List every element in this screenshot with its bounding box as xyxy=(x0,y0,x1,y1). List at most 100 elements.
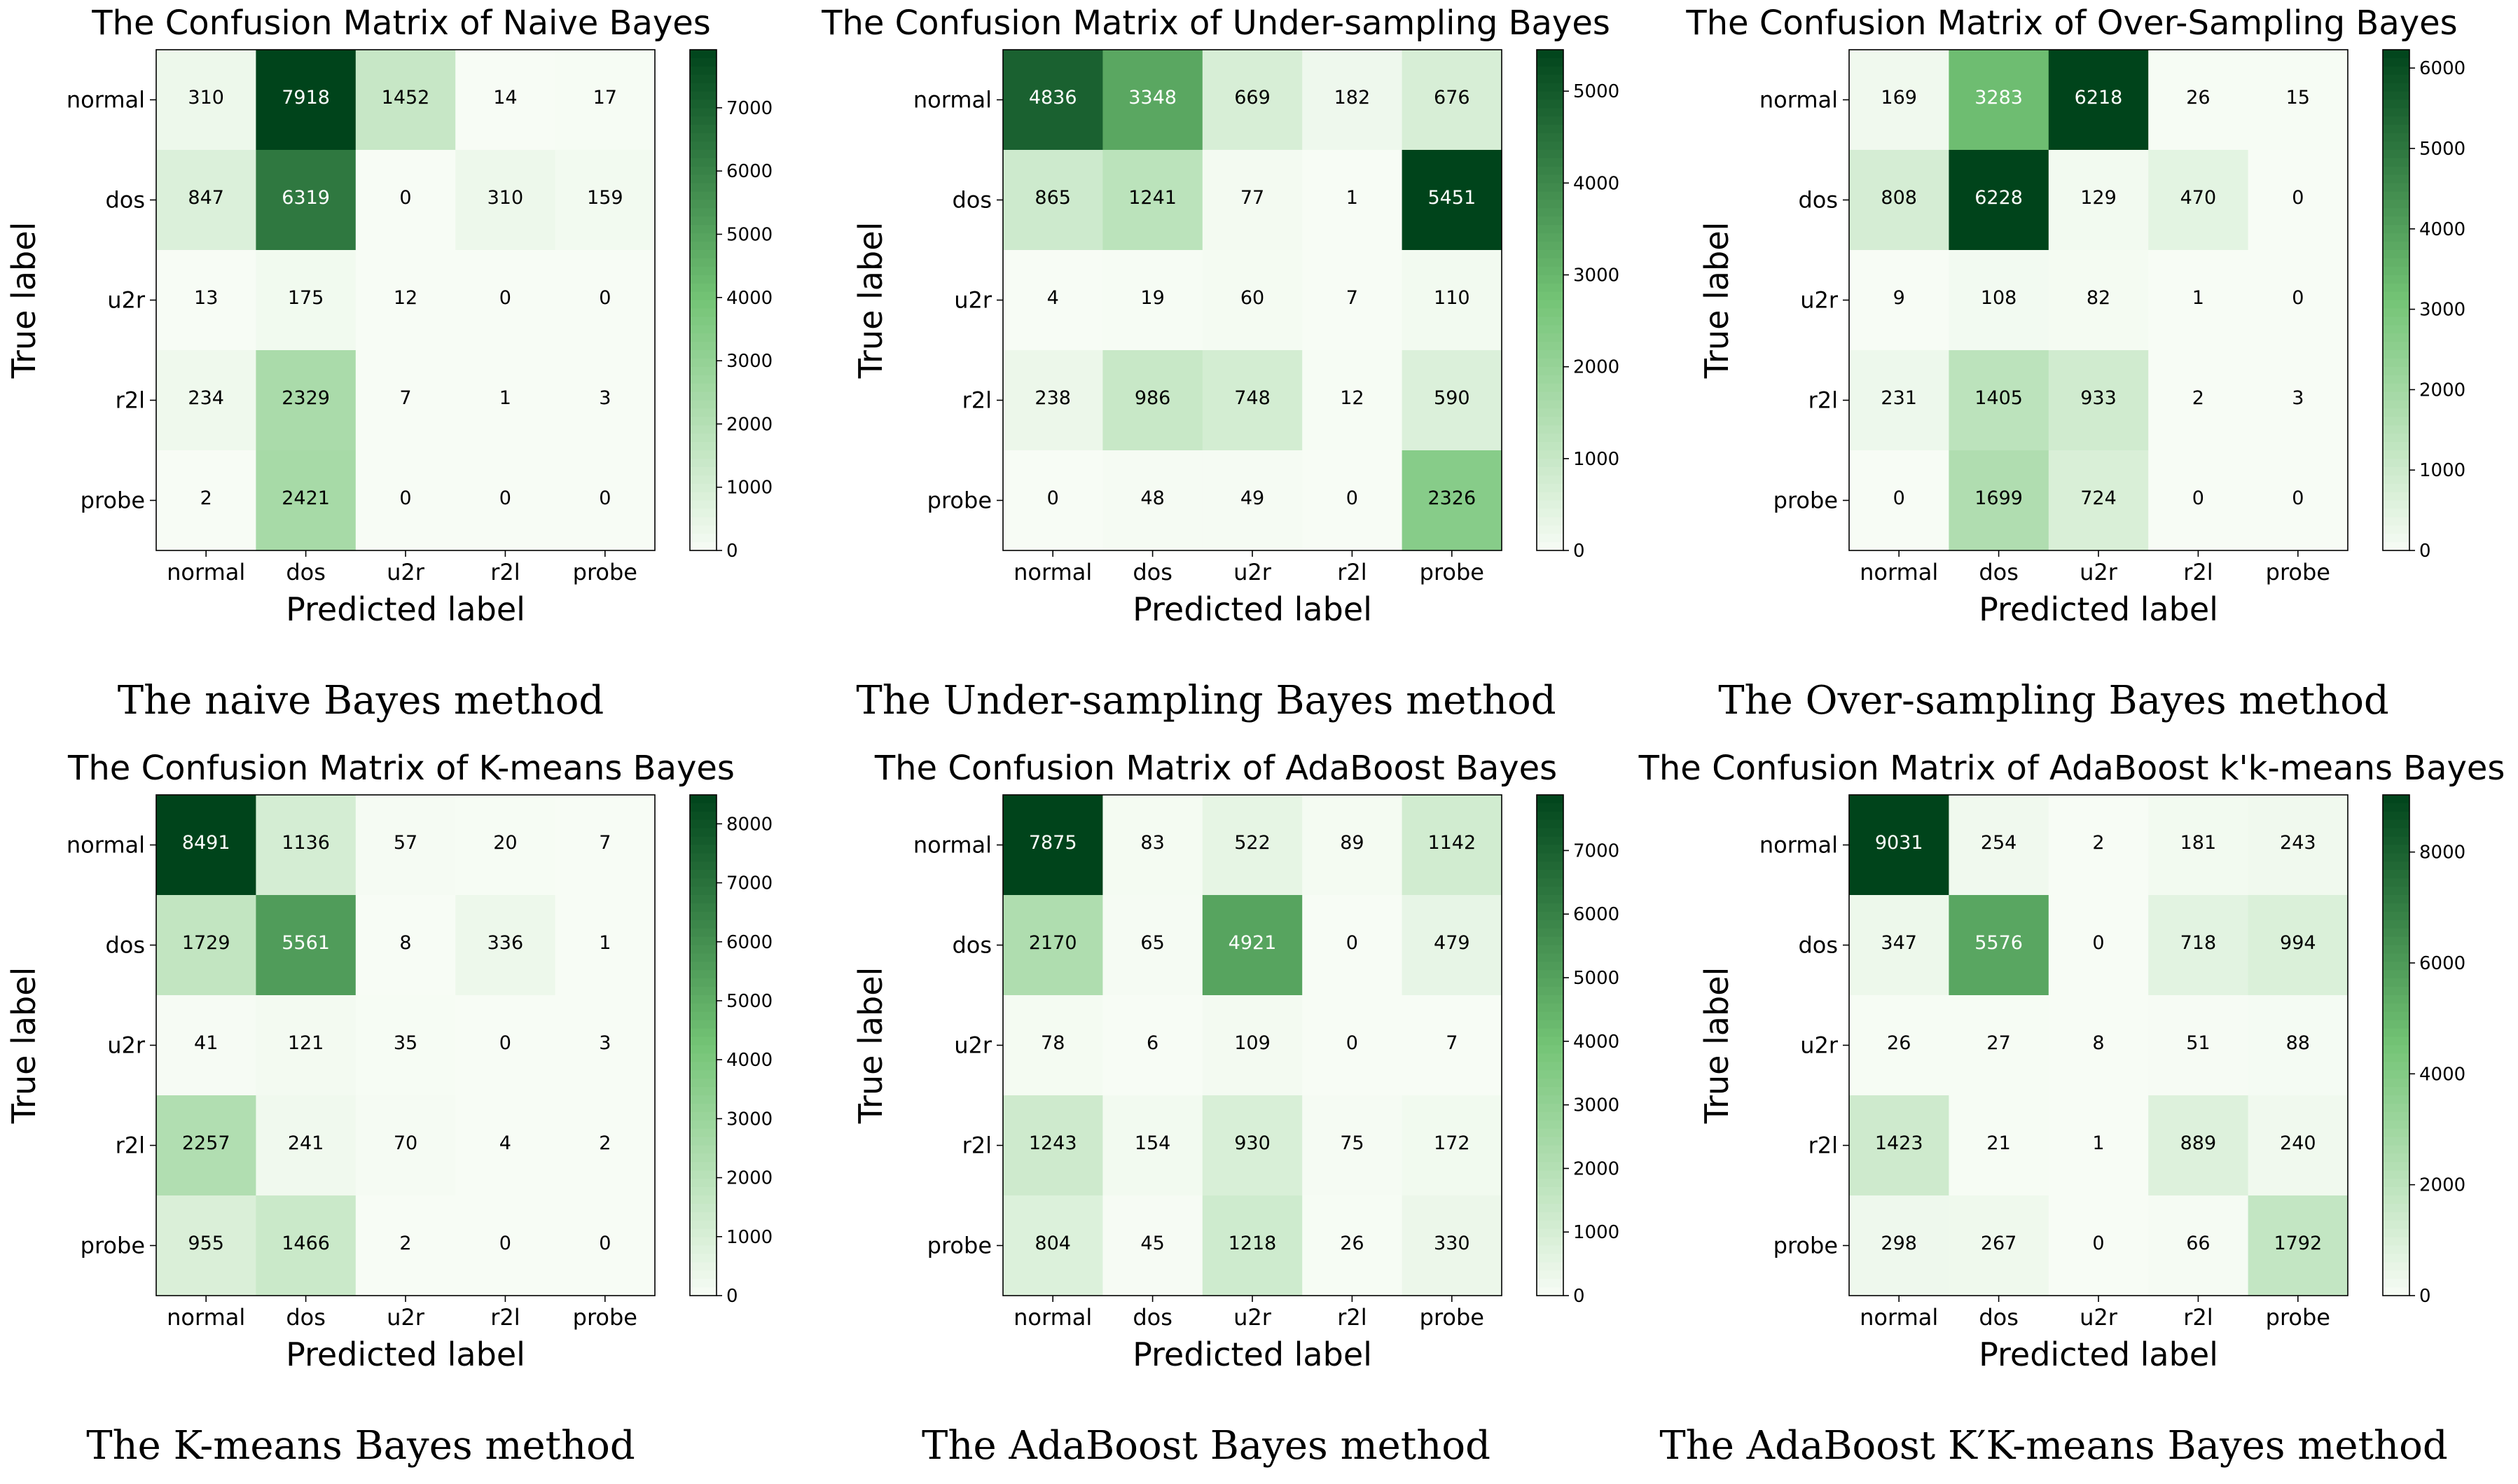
colorbar-tick-label: 7000 xyxy=(726,873,773,894)
colorbar-segment xyxy=(690,200,717,209)
colorbar-tick-label: 4000 xyxy=(1573,173,1619,194)
colorbar-segment xyxy=(690,408,717,418)
colorbar-segment xyxy=(2383,1020,2409,1029)
colorbar-segment xyxy=(2383,870,2409,879)
heatmap-cell xyxy=(1202,1195,1303,1296)
colorbar-segment xyxy=(1537,1045,1563,1055)
colorbar-tick-label: 3000 xyxy=(1573,1095,1619,1116)
cell-value: 7 xyxy=(399,387,411,409)
heatmap-cell xyxy=(1849,50,1949,151)
x-axis-label: Predicted label xyxy=(1133,590,1372,628)
cell-value: 75 xyxy=(1340,1132,1364,1154)
colorbar-segment xyxy=(690,1053,717,1063)
colorbar-segment xyxy=(690,358,717,368)
colorbar-segment xyxy=(690,57,717,67)
colorbar-segment xyxy=(2383,133,2409,142)
colorbar-segment xyxy=(690,525,717,534)
colorbar-segment xyxy=(690,1128,717,1138)
colorbar-tick-label: 6000 xyxy=(1573,904,1619,925)
colorbar-segment xyxy=(1537,350,1563,359)
panel-title: The Confusion Matrix of AdaBoost k'k-mea… xyxy=(1638,749,2505,788)
colorbar-segment xyxy=(2383,1028,2409,1038)
confusion-matrix-panel-3: The Confusion Matrix of Over-Sampling Ba… xyxy=(1685,4,2465,723)
heatmap-cell xyxy=(555,50,656,151)
colorbar-segment xyxy=(690,475,717,485)
colorbar-tick-label: 6000 xyxy=(726,161,773,182)
y-tick-label: u2r xyxy=(1800,287,1839,314)
colorbar-segment xyxy=(2383,99,2409,109)
colorbar-tick-label: 0 xyxy=(1573,541,1585,562)
cell-value: 1792 xyxy=(2274,1233,2322,1254)
cell-value: 933 xyxy=(2080,387,2117,409)
heatmap-cell xyxy=(2148,50,2249,151)
colorbar-segment xyxy=(2383,91,2409,101)
cell-value: 60 xyxy=(1240,287,1264,309)
heatmap-cell xyxy=(156,1195,256,1296)
cell-value: 35 xyxy=(394,1032,417,1054)
x-tick-label: dos xyxy=(286,559,326,585)
heatmap-cell xyxy=(1849,150,1949,251)
colorbar-segment xyxy=(2383,928,2409,938)
y-tick-label: probe xyxy=(927,487,992,514)
cell-value: 65 xyxy=(1140,932,1164,954)
colorbar-segment xyxy=(2383,500,2409,510)
colorbar-tick-label: 0 xyxy=(1573,1286,1585,1307)
cell-value: 243 xyxy=(2280,832,2316,854)
heatmap-cell xyxy=(555,150,656,251)
colorbar-segment xyxy=(1537,342,1563,351)
heatmap-cell xyxy=(1003,250,1103,351)
cell-value: 12 xyxy=(394,287,417,309)
colorbar-tick-label: 2000 xyxy=(2419,1175,2465,1196)
colorbar-segment xyxy=(690,936,717,946)
heatmap-cell xyxy=(156,350,256,451)
heatmap-cell xyxy=(1849,895,1949,996)
colorbar-segment xyxy=(690,903,717,913)
x-tick-label: dos xyxy=(286,1304,326,1331)
colorbar-segment xyxy=(1537,1179,1563,1188)
colorbar-frame xyxy=(2382,49,2410,551)
y-axis-label: True label xyxy=(5,222,43,380)
colorbar-segment xyxy=(1537,887,1563,896)
colorbar-segment xyxy=(2383,317,2409,326)
cell-value: 3 xyxy=(2292,387,2304,409)
heatmap-cell xyxy=(256,995,357,1096)
colorbar-segment xyxy=(2383,74,2409,84)
colorbar-segment xyxy=(2383,828,2409,838)
cell-value: 2 xyxy=(2092,832,2104,854)
cell-value: 2421 xyxy=(282,487,330,509)
heatmap-cell xyxy=(1402,1195,1502,1296)
colorbar-segment xyxy=(2383,442,2409,451)
colorbar-segment xyxy=(1537,1070,1563,1079)
colorbar-segment xyxy=(690,1203,717,1213)
heatmap-cell xyxy=(1302,50,1403,151)
colorbar-segment xyxy=(1537,878,1563,887)
colorbar-segment xyxy=(1537,928,1563,938)
cell-value: 0 xyxy=(1893,487,1905,509)
colorbar-segment xyxy=(690,1079,717,1088)
cell-value: 1241 xyxy=(1128,187,1177,209)
colorbar-segment xyxy=(1537,400,1563,410)
colorbar-segment xyxy=(690,108,717,118)
colorbar-segment xyxy=(1537,500,1563,510)
colorbar-segment xyxy=(1537,283,1563,293)
heatmap-cell xyxy=(1302,1195,1403,1296)
colorbar-segment xyxy=(2383,1153,2409,1163)
colorbar-segment xyxy=(2383,811,2409,821)
colorbar-segment xyxy=(690,970,717,979)
colorbar-segment xyxy=(690,450,717,459)
colorbar-segment xyxy=(1537,450,1563,459)
y-tick-label: dos xyxy=(1798,187,1838,214)
heatmap-cell xyxy=(455,350,556,451)
colorbar-segment xyxy=(1537,795,1563,804)
heatmap-cell xyxy=(256,895,357,996)
y-tick-label: u2r xyxy=(107,1032,146,1059)
heatmap-cell xyxy=(1849,250,1949,351)
colorbar-segment xyxy=(2383,1237,2409,1247)
colorbar-segment xyxy=(1537,174,1563,184)
cell-value: 57 xyxy=(394,832,417,854)
y-tick-label: dos xyxy=(952,187,992,214)
colorbar-tick-label: 1000 xyxy=(2419,460,2465,481)
heatmap-cell xyxy=(1402,450,1502,551)
colorbar-segment xyxy=(690,1153,717,1163)
heatmap-cell xyxy=(1402,1095,1502,1196)
